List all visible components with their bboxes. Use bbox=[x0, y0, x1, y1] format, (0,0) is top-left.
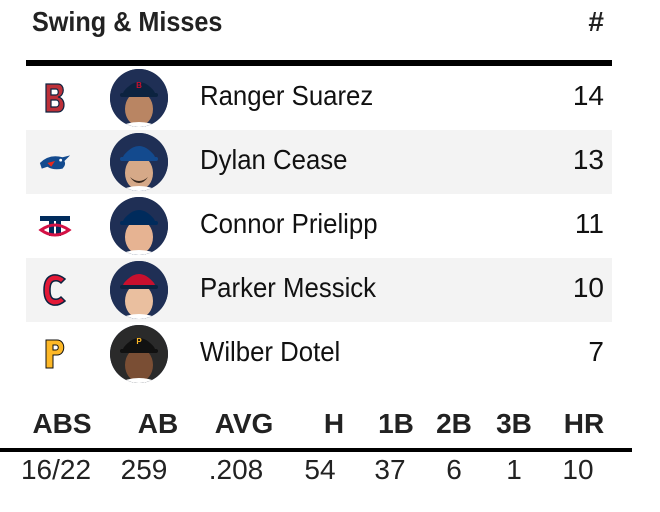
stat-header-h: H bbox=[323, 408, 345, 439]
svg-text:P: P bbox=[136, 337, 142, 346]
stats-values-row: 16/22 259 .208 54 37 6 1 10 bbox=[0, 454, 660, 494]
player-headshot: P bbox=[110, 325, 168, 383]
player-list: B Ranger Suarez 14 Dylan Cea bbox=[26, 66, 612, 386]
stat-value-avg: .208 bbox=[208, 454, 264, 485]
svg-text:B: B bbox=[136, 81, 142, 90]
player-name: Wilber Dotel bbox=[200, 336, 341, 367]
stat-header-1b: 1B bbox=[378, 408, 414, 439]
stats-header-row: ABS AB AVG H 1B 2B 3B HR bbox=[0, 408, 660, 448]
swing-miss-count: 10 bbox=[572, 272, 604, 303]
stat-header-avg: AVG bbox=[214, 408, 274, 439]
player-name: Dylan Cease bbox=[200, 144, 348, 175]
pirates-logo-icon bbox=[38, 336, 72, 372]
guardians-logo-icon bbox=[38, 272, 72, 308]
swing-miss-count: 11 bbox=[574, 208, 604, 239]
player-headshot bbox=[110, 261, 168, 319]
stat-header-2b: 2B bbox=[436, 408, 472, 439]
stat-header-abs: ABS bbox=[32, 408, 92, 439]
stat-header-3b: 3B bbox=[496, 408, 532, 439]
header-divider bbox=[26, 60, 612, 66]
stat-value-hr: 10 bbox=[562, 454, 594, 485]
player-name: Ranger Suarez bbox=[200, 80, 374, 111]
twins-logo-icon bbox=[38, 208, 72, 244]
stat-value-abs: 16/22 bbox=[20, 454, 92, 485]
player-row[interactable]: Dylan Cease 13 bbox=[26, 130, 612, 194]
player-row[interactable]: P Wilber Dotel 7 bbox=[26, 322, 612, 386]
player-row[interactable]: B Ranger Suarez 14 bbox=[26, 66, 612, 130]
player-row[interactable]: Connor Prielipp 11 bbox=[26, 194, 612, 258]
red-sox-logo-icon bbox=[38, 80, 72, 116]
count-column-header: # bbox=[588, 6, 604, 37]
stat-header-hr: HR bbox=[563, 408, 605, 439]
player-headshot: B bbox=[110, 69, 168, 127]
player-name: Parker Messick bbox=[200, 272, 377, 303]
player-name: Connor Prielipp bbox=[200, 208, 378, 239]
stat-value-3b: 1 bbox=[506, 454, 522, 485]
stat-value-1b: 37 bbox=[374, 454, 406, 485]
player-headshot bbox=[110, 197, 168, 255]
swing-miss-count: 13 bbox=[572, 144, 604, 175]
player-headshot bbox=[110, 133, 168, 191]
stats-divider bbox=[0, 448, 632, 452]
player-row[interactable]: Parker Messick 10 bbox=[26, 258, 612, 322]
stat-value-ab: 259 bbox=[120, 454, 168, 485]
table-title: Swing & Misses bbox=[32, 6, 223, 37]
stat-value-h: 54 bbox=[304, 454, 336, 485]
stat-header-ab: AB bbox=[137, 408, 179, 439]
swing-miss-count: 14 bbox=[572, 80, 604, 111]
stat-value-2b: 6 bbox=[446, 454, 462, 485]
blue-jays-logo-icon bbox=[38, 144, 72, 180]
swing-miss-count: 7 bbox=[588, 336, 604, 367]
